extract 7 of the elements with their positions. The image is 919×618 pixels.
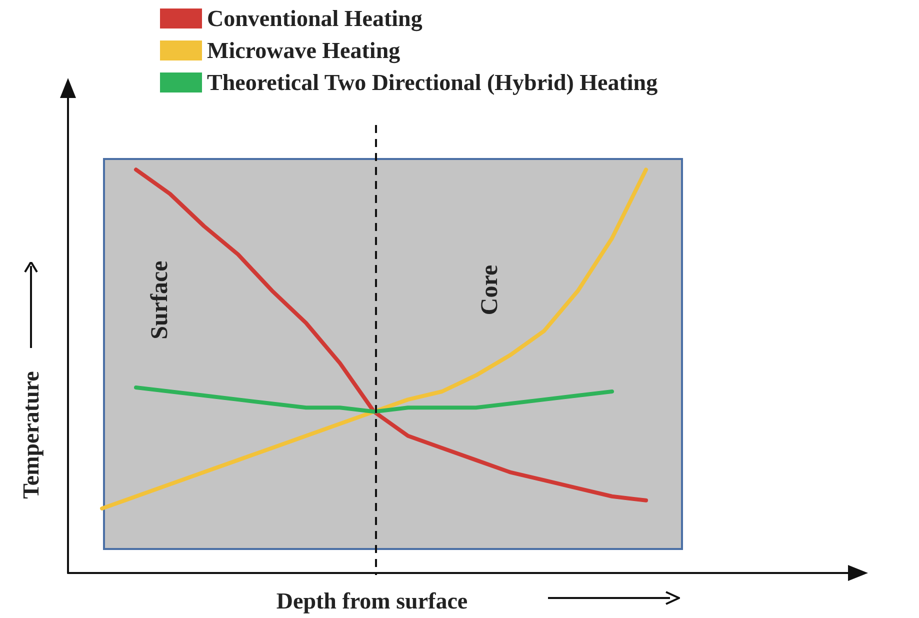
legend-label: Theoretical Two Directional (Hybrid) Heating: [207, 70, 658, 96]
annotation: Surface: [147, 260, 173, 340]
legend-label: Microwave Heating: [207, 38, 401, 64]
y-axis-title: Temperature: [18, 371, 44, 499]
annotation: Core: [477, 264, 503, 316]
legend-label: Conventional Heating: [207, 6, 423, 32]
x-axis-title: Depth from surface: [276, 588, 468, 614]
